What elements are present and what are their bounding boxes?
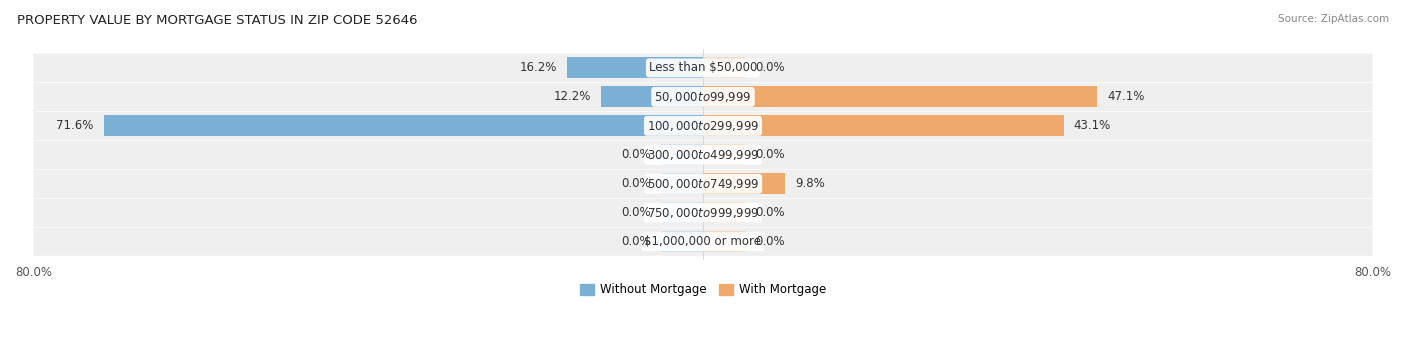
Bar	[703, 58, 745, 78]
Text: 0.0%: 0.0%	[621, 206, 651, 219]
Text: $100,000 to $299,999: $100,000 to $299,999	[647, 119, 759, 133]
Text: 0.0%: 0.0%	[755, 235, 785, 248]
Bar	[661, 144, 703, 165]
FancyBboxPatch shape	[34, 54, 1372, 82]
Text: 12.2%: 12.2%	[554, 90, 591, 103]
FancyBboxPatch shape	[34, 198, 1372, 227]
Bar	[703, 202, 745, 223]
Bar	[661, 231, 703, 252]
FancyBboxPatch shape	[34, 112, 1372, 140]
Bar	[703, 87, 1097, 107]
Text: 0.0%: 0.0%	[621, 148, 651, 161]
Bar	[661, 202, 703, 223]
Bar	[703, 115, 1064, 136]
Legend: Without Mortgage, With Mortgage: Without Mortgage, With Mortgage	[575, 279, 831, 301]
Text: 0.0%: 0.0%	[755, 206, 785, 219]
Text: 0.0%: 0.0%	[755, 61, 785, 74]
Bar	[703, 231, 745, 252]
Text: $500,000 to $749,999: $500,000 to $749,999	[647, 177, 759, 191]
Text: 9.8%: 9.8%	[794, 177, 825, 190]
Text: 47.1%: 47.1%	[1107, 90, 1144, 103]
Bar	[600, 87, 703, 107]
FancyBboxPatch shape	[34, 227, 1372, 256]
Text: $1,000,000 or more: $1,000,000 or more	[644, 235, 762, 248]
Bar	[703, 173, 785, 194]
FancyBboxPatch shape	[34, 140, 1372, 169]
Text: $750,000 to $999,999: $750,000 to $999,999	[647, 206, 759, 220]
Text: 0.0%: 0.0%	[621, 177, 651, 190]
Text: Less than $50,000: Less than $50,000	[648, 61, 758, 74]
Text: $50,000 to $99,999: $50,000 to $99,999	[654, 90, 752, 104]
Bar	[703, 144, 745, 165]
Text: Source: ZipAtlas.com: Source: ZipAtlas.com	[1278, 14, 1389, 24]
Text: 0.0%: 0.0%	[621, 235, 651, 248]
Bar	[568, 58, 703, 78]
Text: $300,000 to $499,999: $300,000 to $499,999	[647, 148, 759, 162]
Bar	[661, 173, 703, 194]
Text: 43.1%: 43.1%	[1074, 119, 1111, 132]
Text: 0.0%: 0.0%	[755, 148, 785, 161]
Bar	[104, 115, 703, 136]
Text: 71.6%: 71.6%	[56, 119, 94, 132]
Text: 16.2%: 16.2%	[520, 61, 557, 74]
Text: PROPERTY VALUE BY MORTGAGE STATUS IN ZIP CODE 52646: PROPERTY VALUE BY MORTGAGE STATUS IN ZIP…	[17, 14, 418, 27]
FancyBboxPatch shape	[34, 169, 1372, 198]
FancyBboxPatch shape	[34, 83, 1372, 111]
